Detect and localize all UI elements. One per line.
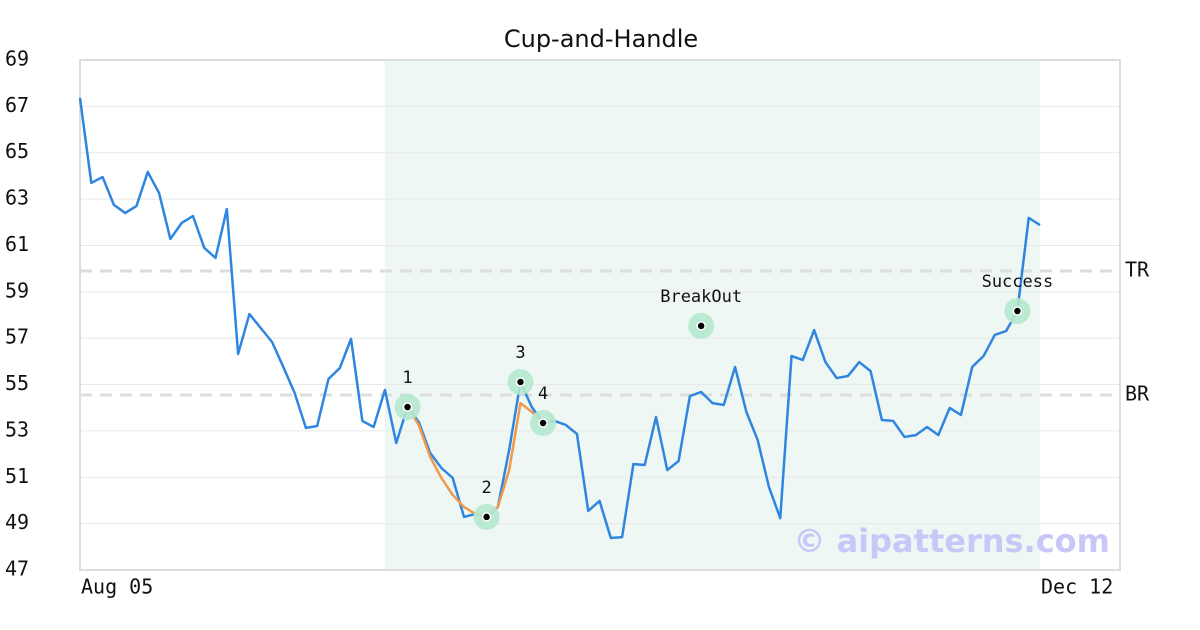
annotation-dot [515,377,526,387]
y-tick-label: 65 [5,139,29,163]
y-tick-label: 63 [5,186,29,210]
x-tick-label: Dec 12 [1041,575,1113,599]
y-tick-label: 59 [5,278,29,302]
annotation-label: 3 [515,343,525,363]
x-tick-label: Aug 05 [81,575,153,599]
annotation-dot [402,402,413,412]
chart-title: Cup-and-Handle [504,25,698,53]
y-tick-label: 61 [5,232,29,256]
y-tick-label: 47 [5,557,29,581]
y-tick-label: 67 [5,93,29,117]
level-label: BR [1125,381,1150,405]
y-tick-label: 53 [5,417,29,441]
watermark: © aipatterns.com [793,522,1110,560]
plot-background [80,59,1120,571]
annotation-label: Success [982,272,1054,292]
annotation-dot [538,418,548,428]
y-tick-label: 55 [5,371,29,395]
y-tick-label: 51 [5,464,29,488]
plot-frame [79,59,1121,571]
annotation-label: 4 [538,384,548,404]
annotation-label: 2 [481,478,491,498]
annotation-dot [481,512,492,522]
annotation-label: BreakOut [660,287,742,307]
pattern-region [384,60,1040,570]
y-tick-label: 69 [5,47,29,71]
y-tick-label: 57 [5,325,29,349]
annotation-dot [696,321,706,331]
y-tick-label: 49 [5,510,29,534]
series-line [78,97,1041,540]
level-label: TR [1125,257,1150,281]
annotation-dot [1012,306,1023,316]
annotation-label: 1 [402,368,412,388]
